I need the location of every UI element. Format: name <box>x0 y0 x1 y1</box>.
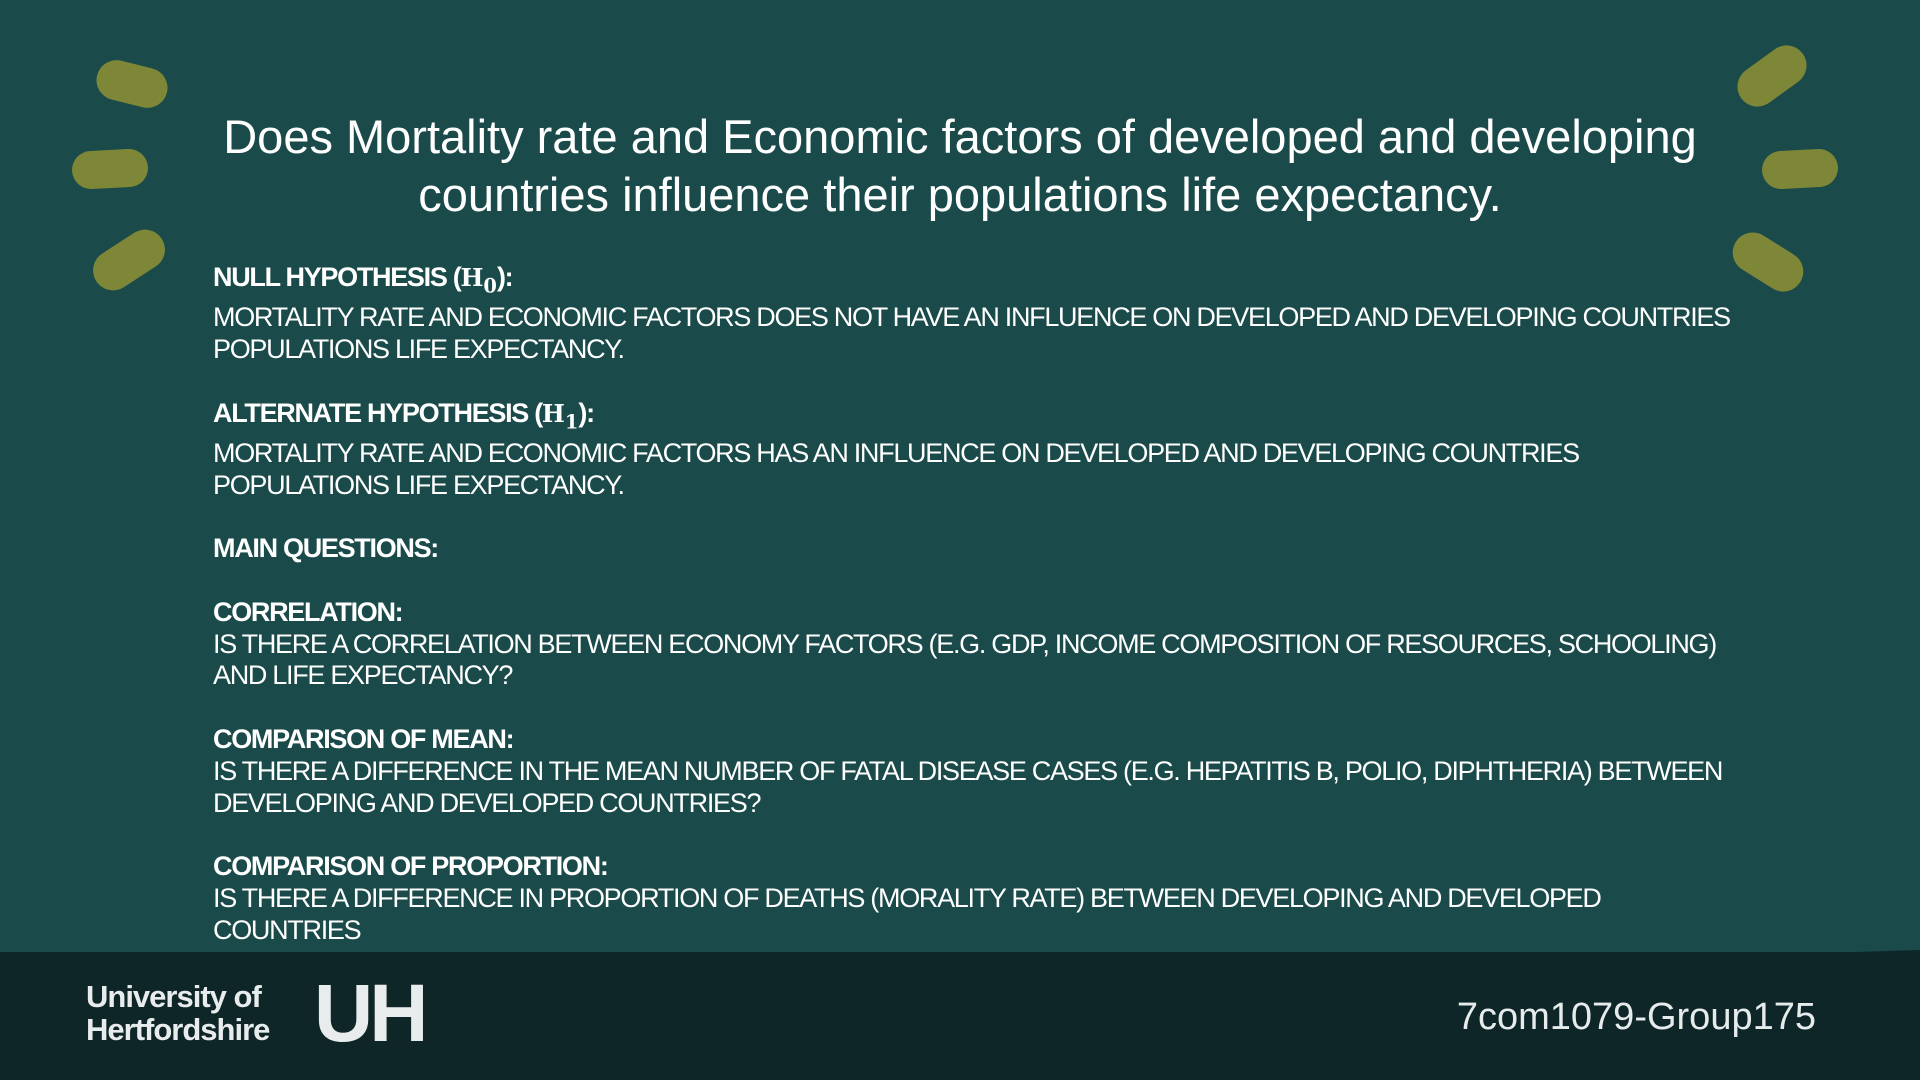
null-hypothesis-symbol: H <box>460 263 484 292</box>
slide-body: NULL HYPOTHESIS (H0): MORTALITY RATE AND… <box>213 262 1733 978</box>
alternate-hypothesis-subscript: 1 <box>564 409 579 433</box>
comparison-of-mean-heading: COMPARISON OF MEAN: <box>213 723 515 754</box>
main-questions-section: MAIN QUESTIONS: <box>213 533 1733 565</box>
logo-line-2: Hertfordshire <box>86 1012 270 1047</box>
correlation-section: CORRELATION: IS THERE A CORRELATION BETW… <box>213 597 1733 692</box>
comparison-of-proportion-section: COMPARISON OF PROPORTION: IS THERE A DIF… <box>213 851 1733 946</box>
accent-dash-left-middle <box>71 148 149 190</box>
alternate-hypothesis-label-suffix: ): <box>578 397 595 428</box>
accent-dash-right-middle <box>1761 148 1839 190</box>
main-questions-heading: MAIN QUESTIONS: <box>213 533 439 564</box>
null-hypothesis-label-suffix: ): <box>496 262 514 292</box>
alternate-hypothesis-section: ALTERNATE HYPOTHESIS (H1): MORTALITY RAT… <box>213 398 1733 502</box>
accent-dash-right-bottom <box>1725 224 1811 300</box>
correlation-heading: CORRELATION: <box>213 596 404 627</box>
university-logo-mark: UH <box>314 968 428 1059</box>
comparison-of-proportion-heading: COMPARISON OF PROPORTION: <box>213 851 609 882</box>
group-label: 7com1079-Group175 <box>1456 996 1816 1038</box>
university-logo-wordmark: University of Hertfordshire <box>86 979 270 1047</box>
comparison-of-mean-section: COMPARISON OF MEAN: IS THERE A DIFFERENC… <box>213 724 1733 819</box>
university-logo: University of Hertfordshire UH <box>86 973 466 1055</box>
accent-dash-right-top <box>1729 37 1815 115</box>
null-hypothesis-subscript: 0 <box>483 274 497 298</box>
null-hypothesis-text: MORTALITY RATE AND ECONOMIC FACTORS DOES… <box>213 302 1731 364</box>
comparison-of-mean-text: IS THERE A DIFFERENCE IN THE MEAN NUMBER… <box>213 755 1723 818</box>
alternate-hypothesis-label: ALTERNATE HYPOTHESIS ( <box>213 397 543 428</box>
correlation-text: IS THERE A CORRELATION BETWEEN ECONOMY F… <box>213 628 1717 691</box>
accent-dash-left-top <box>92 55 172 113</box>
null-hypothesis-heading: NULL HYPOTHESIS (H0): <box>213 262 1733 302</box>
logo-line-1: University of <box>86 979 262 1014</box>
accent-dash-left-bottom <box>85 221 173 299</box>
null-hypothesis-section: NULL HYPOTHESIS (H0): MORTALITY RATE AND… <box>213 262 1733 366</box>
comparison-of-proportion-text: IS THERE A DIFFERENCE IN PROPORTION OF D… <box>213 882 1602 945</box>
alternate-hypothesis-symbol: H <box>541 398 565 428</box>
alternate-hypothesis-heading: ALTERNATE HYPOTHESIS (H1): <box>213 398 1733 438</box>
null-hypothesis-label: NULL HYPOTHESIS ( <box>213 262 462 292</box>
slide-title: Does Mortality rate and Economic factors… <box>223 110 1697 221</box>
footer-band <box>0 952 1920 1080</box>
alternate-hypothesis-text: MORTALITY RATE AND ECONOMIC FACTORS HAS … <box>213 437 1580 500</box>
